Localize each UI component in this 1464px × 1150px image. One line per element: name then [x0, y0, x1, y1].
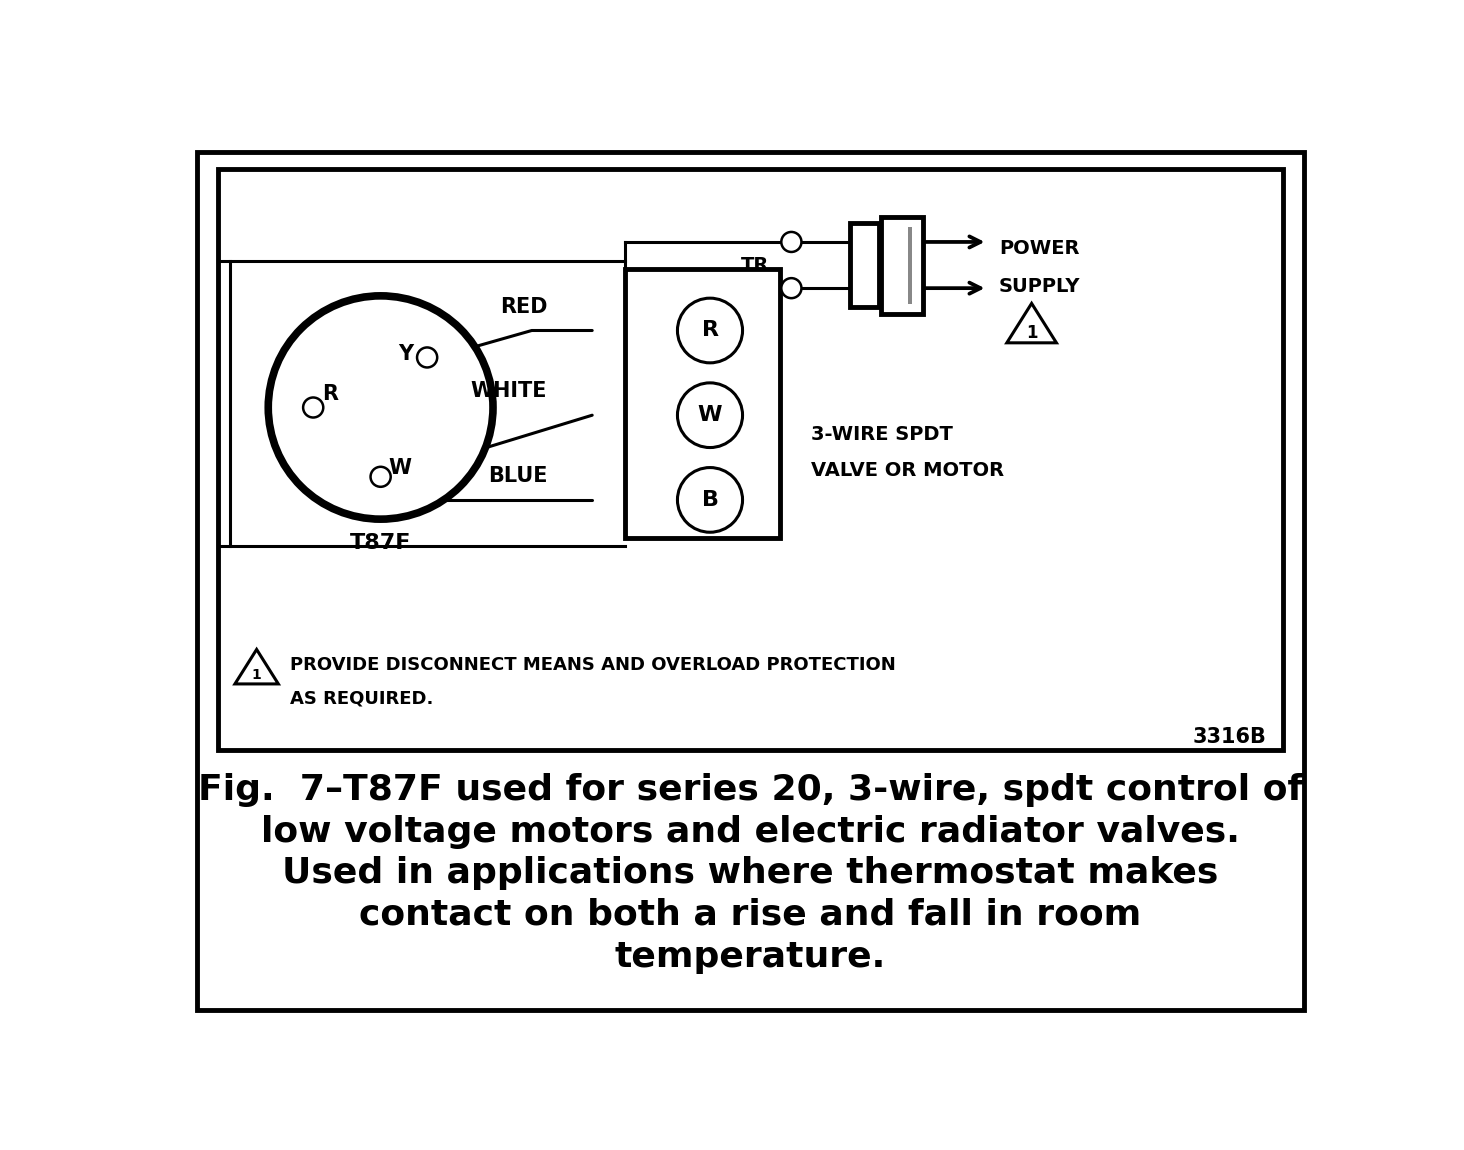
Circle shape [678, 383, 742, 447]
Bar [880, 216, 924, 314]
Text: RED: RED [499, 297, 548, 316]
Text: SUPPLY: SUPPLY [998, 277, 1080, 296]
Circle shape [678, 298, 742, 363]
Text: 3316B: 3316B [1192, 727, 1266, 748]
Text: BLUE: BLUE [488, 466, 548, 486]
Text: TR: TR [741, 255, 770, 275]
Circle shape [370, 467, 391, 486]
Text: WHITE: WHITE [471, 382, 548, 401]
Bar [908, 227, 912, 304]
Text: T87F: T87F [350, 532, 411, 553]
Text: 1: 1 [252, 668, 262, 682]
Circle shape [268, 296, 493, 519]
Text: contact on both a rise and fall in room: contact on both a rise and fall in room [359, 898, 1142, 932]
Circle shape [417, 347, 438, 368]
Text: temperature.: temperature. [615, 940, 886, 974]
Text: 1: 1 [1026, 324, 1038, 342]
Text: PROVIDE DISCONNECT MEANS AND OVERLOAD PROTECTION: PROVIDE DISCONNECT MEANS AND OVERLOAD PR… [290, 657, 896, 674]
Bar [218, 169, 1282, 750]
Text: W: W [388, 458, 411, 477]
Bar [625, 269, 780, 538]
Text: 3-WIRE SPDT: 3-WIRE SPDT [811, 426, 953, 444]
Bar [849, 223, 878, 307]
Text: VALVE OR MOTOR: VALVE OR MOTOR [811, 461, 1004, 481]
Text: R: R [322, 384, 338, 405]
Circle shape [678, 468, 742, 532]
Text: B: B [701, 490, 719, 509]
Text: low voltage motors and electric radiator valves.: low voltage motors and electric radiator… [261, 815, 1240, 849]
Text: W: W [698, 405, 722, 426]
Polygon shape [234, 650, 278, 684]
Text: R: R [701, 321, 719, 340]
Text: Used in applications where thermostat makes: Used in applications where thermostat ma… [283, 857, 1218, 890]
Circle shape [782, 278, 801, 298]
Text: Fig.  7–T87F used for series 20, 3-wire, spdt control of: Fig. 7–T87F used for series 20, 3-wire, … [198, 773, 1303, 807]
Text: POWER: POWER [998, 238, 1079, 258]
Circle shape [782, 232, 801, 252]
Circle shape [303, 398, 324, 417]
Polygon shape [1007, 304, 1057, 343]
Text: AS REQUIRED.: AS REQUIRED. [290, 690, 433, 707]
Text: Y: Y [398, 344, 413, 363]
